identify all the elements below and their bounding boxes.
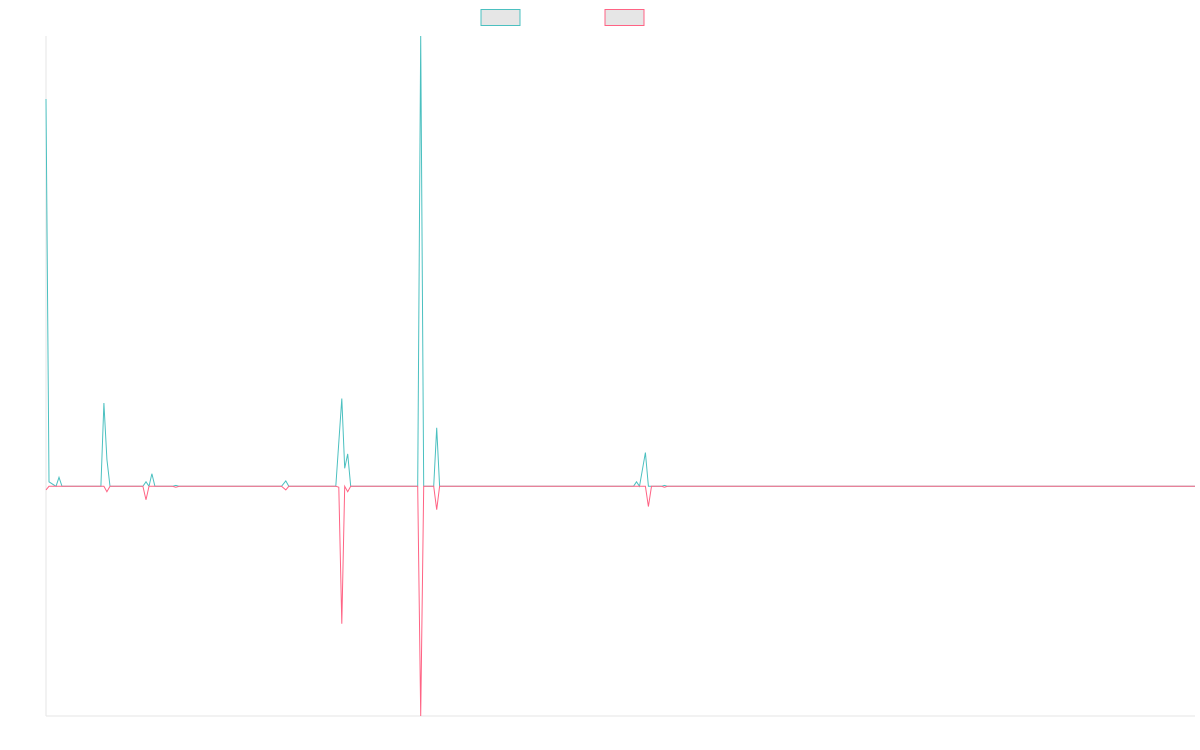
legend-swatch-2[interactable] bbox=[604, 9, 645, 26]
axes bbox=[45, 36, 1195, 717]
legend-swatch-1[interactable] bbox=[480, 9, 521, 26]
plot-area bbox=[45, 35, 1195, 717]
series-line-2 bbox=[45, 484, 1195, 717]
legend bbox=[480, 9, 645, 26]
series-line-1 bbox=[45, 35, 1195, 488]
